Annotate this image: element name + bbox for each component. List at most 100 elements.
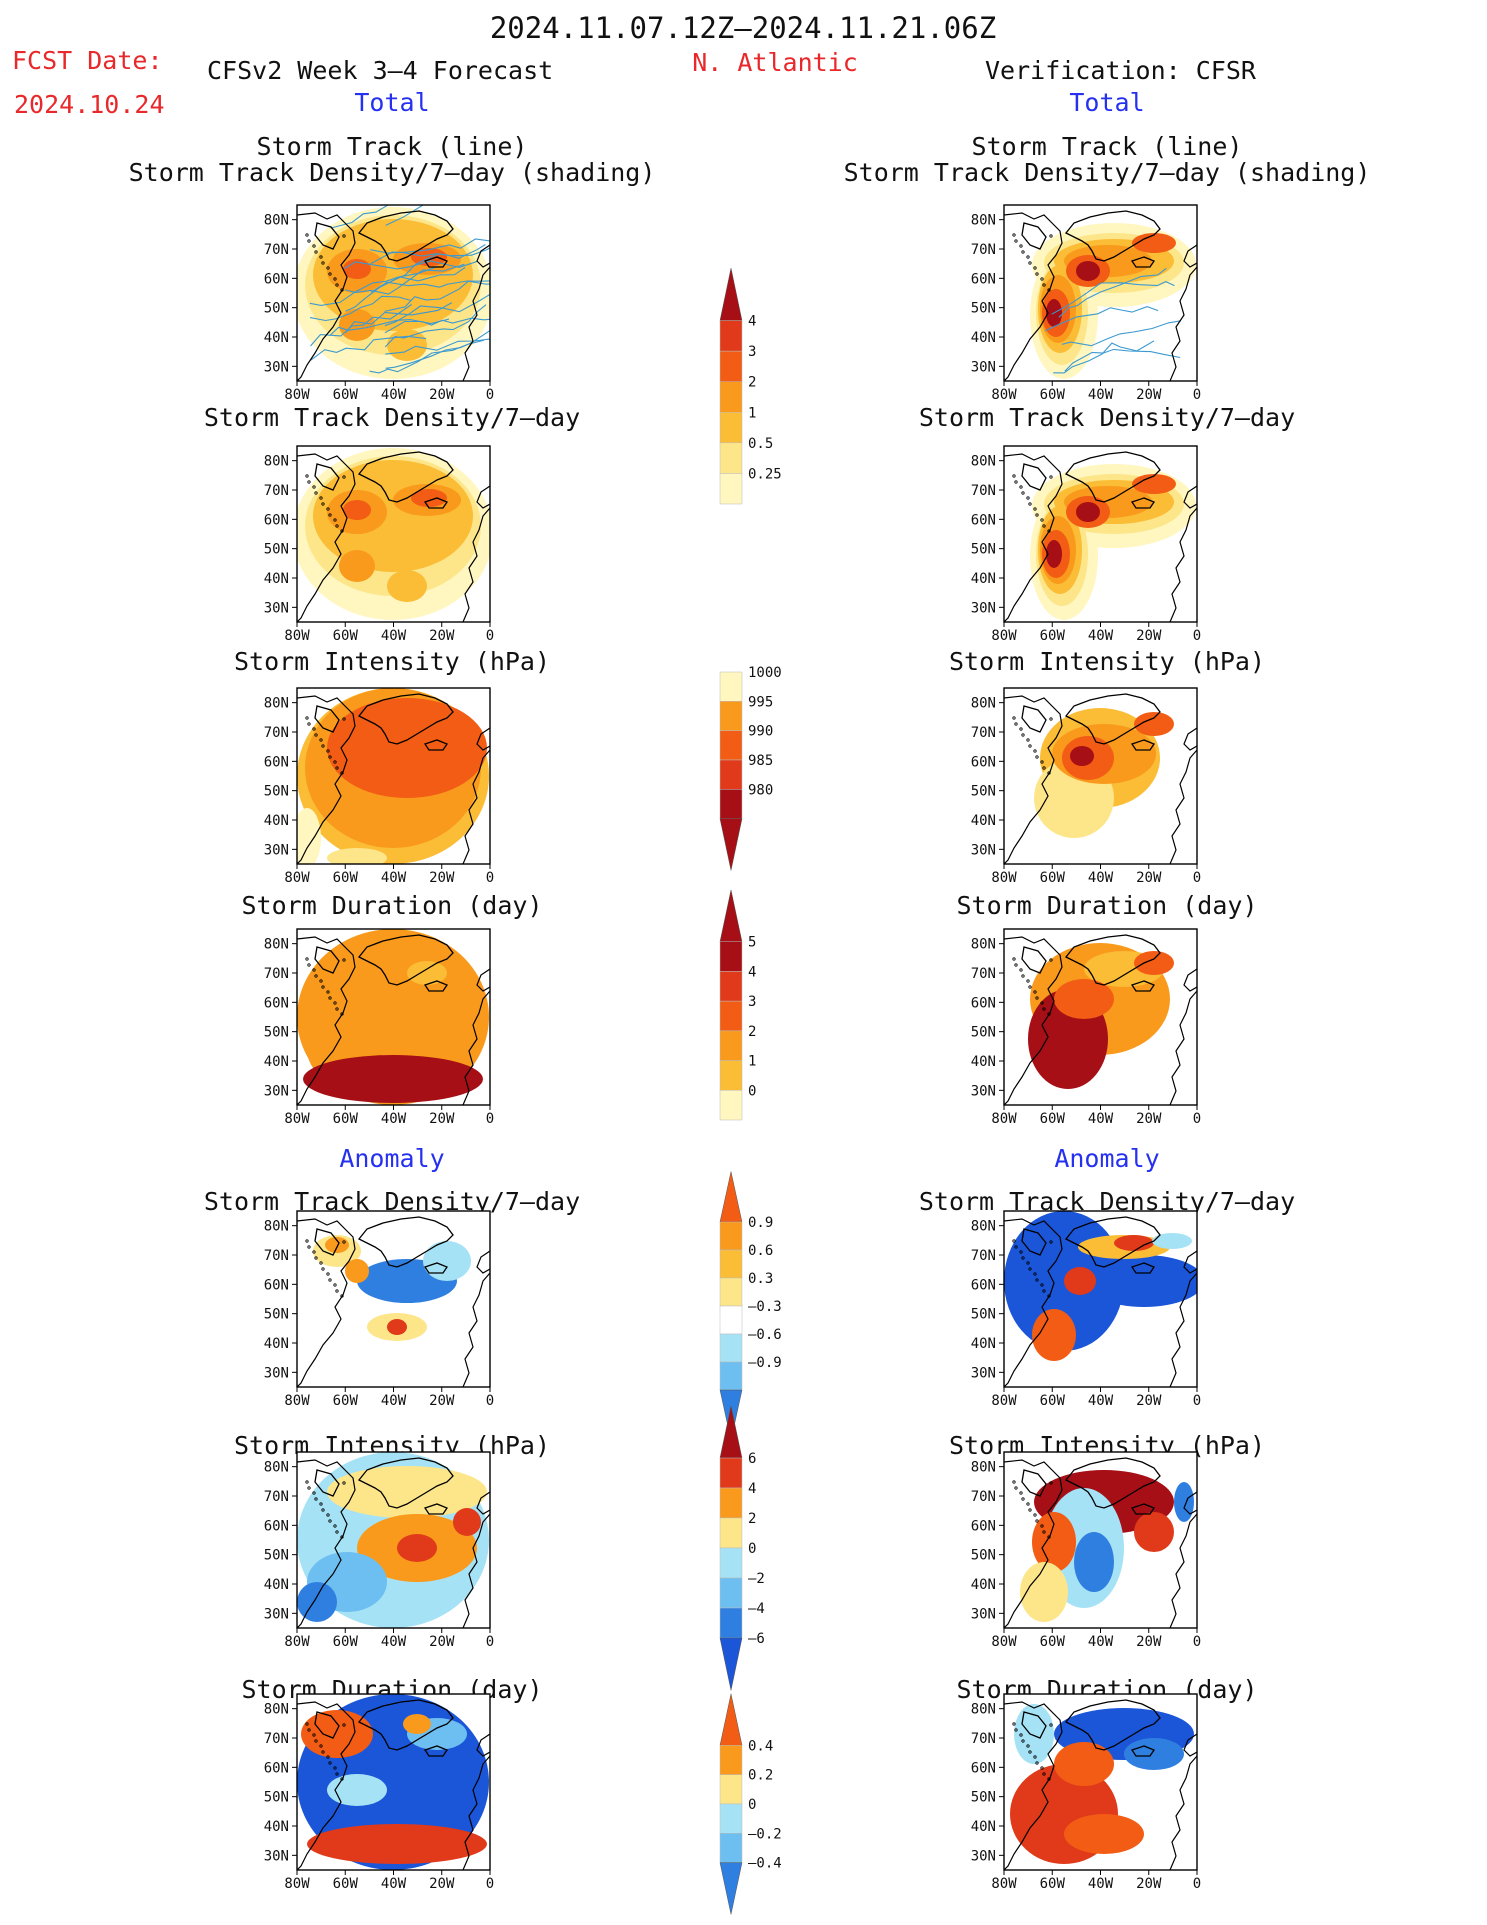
colorbar-swatch [719,789,743,819]
storm-track-line [345,302,453,333]
coastline [1004,1216,1197,1387]
lon-tick-label: 0 [1193,628,1201,644]
lon-tick-label: 20W [429,628,455,644]
storm-track-line [1045,306,1159,332]
lat-tick-label: 30N [971,359,996,375]
lat-tick-label: 60N [971,1518,996,1534]
coastline [297,693,490,864]
storm-track-line [1058,267,1167,318]
shading-region [423,1241,471,1281]
map-duration-verification: 80N 70N 60N 50N 40N 30N 80W 60W 40W 20W 0 [971,928,1201,1127]
colorbar-swatch [719,1803,743,1834]
coastline [297,1699,490,1870]
lon-tick-label: 0 [486,1111,494,1127]
lat-tick-label: 70N [971,1489,996,1505]
lat-tick-label: 50N [264,1548,289,1564]
lat-tick-label: 60N [971,1277,996,1293]
storm-track-line [310,304,412,347]
colorbar-swatch [719,1577,743,1609]
lat-tick-label: 70N [971,483,996,499]
colorbar-label: 0.5 [748,436,773,452]
map-plot: 80N 70N 60N 50N 40N 30N 80W 60W 40W 20W 0 [264,204,494,403]
storm-track-line [344,263,465,295]
lon-tick-label: 60W [333,870,359,886]
lon-tick-label: 80W [284,1634,310,1650]
storm-track-line [309,265,439,306]
colorbar-swatch [719,818,743,871]
duration-title-left: Storm Duration (day) [241,891,543,920]
lat-tick-label: 80N [971,1702,996,1718]
colorbar-swatch [719,350,743,382]
lat-tick-label: 50N [971,301,996,317]
lat-tick-label: 40N [971,571,996,587]
lon-tick-label: 40W [381,870,407,886]
total-right-label: Total [1069,88,1145,117]
map-anom-duration-forecast: 80N 70N 60N 50N 40N 30N 80W 60W 40W 20W 0 [264,1693,494,1892]
lon-tick-label: 60W [1040,387,1066,403]
map-plot: 80N 70N 60N 50N 40N 30N 80W 60W 40W 20W 0 [971,1693,1201,1892]
shading-region [1076,261,1100,281]
colorbar-label: 0.25 [748,466,782,482]
lat-tick-label: 60N [264,1277,289,1293]
map-plot: 80N 70N 60N 50N 40N 30N 80W 60W 40W 20W 0 [971,445,1201,644]
lat-tick-label: 50N [971,1548,996,1564]
colorbar-label: 0.6 [748,1243,773,1259]
anom-density-title-right: Storm Track Density/7–day [918,1187,1296,1216]
lat-tick-label: 50N [971,542,996,558]
colorbar-duration-anomaly: 0.4 0.2 0 –0.2 –0.4 [719,1688,800,1920]
storm-track-line [385,338,490,355]
colorbar-swatch [719,1305,743,1335]
shading-region [327,848,387,864]
lon-tick-label: 60W [1040,628,1066,644]
colorbar-swatch [719,1060,743,1091]
shading-region [301,1710,373,1758]
lon-tick-label: 0 [486,1393,494,1409]
duration-title-right: Storm Duration (day) [956,891,1258,920]
shading-region [453,1508,481,1536]
lon-tick-label: 80W [284,1876,310,1892]
lon-tick-label: 40W [381,1111,407,1127]
lat-tick-label: 80N [264,696,289,712]
coastline [297,1457,490,1628]
lat-tick-label: 70N [971,242,996,258]
colorbar-label: 5 [748,935,756,951]
lon-tick-label: 20W [1136,1111,1162,1127]
density-title-left: Storm Track Density/7–day [203,403,581,432]
shading-region [387,570,427,602]
lat-tick-label: 60N [971,754,996,770]
shading-region [1174,1482,1194,1522]
shading-region [411,248,447,266]
colorbar-label: –0.4 [748,1856,782,1872]
lon-tick-label: 0 [486,1634,494,1650]
colorbar-swatch [719,701,743,731]
shading-region [297,808,321,864]
shading-region [1134,1512,1174,1552]
lat-tick-label: 30N [971,1083,996,1099]
lon-tick-label: 40W [1088,1393,1114,1409]
map-intensity-forecast: 80N 70N 60N 50N 40N 30N 80W 60W 40W 20W 0 [264,687,494,886]
lon-tick-label: 0 [486,387,494,403]
map-anom-density-forecast: 80N 70N 60N 50N 40N 30N 80W 60W 40W 20W 0 [264,1210,494,1409]
colorbar-swatch [719,759,743,790]
colorbar-swatch [719,320,743,352]
lon-tick-label: 60W [1040,1393,1066,1409]
lat-tick-label: 40N [264,1054,289,1070]
storm-track-line [370,280,490,293]
map-track-verification: 80N 70N 60N 50N 40N 30N 80W 60W 40W 20W 0 [971,204,1201,403]
lat-tick-label: 60N [264,754,289,770]
colorbar-label: 4 [748,964,756,980]
fcst-date-value: 2024.10.24 [14,90,165,119]
storm-track-line [370,244,486,265]
lat-tick-label: 60N [264,512,289,528]
shading-region [1134,712,1174,736]
coastline [297,210,490,381]
lat-tick-label: 80N [971,213,996,229]
lat-tick-label: 70N [264,1731,289,1747]
colorbar-label: 0.3 [748,1271,773,1287]
map-intensity-verification: 80N 70N 60N 50N 40N 30N 80W 60W 40W 20W 0 [971,687,1201,886]
colorbar-swatch [719,1693,743,1746]
storm-track-line [384,293,490,327]
lat-tick-label: 30N [971,1848,996,1864]
intensity-title-right: Storm Intensity (hPa) [948,647,1266,676]
map-plot: 80N 70N 60N 50N 40N 30N 80W 60W 40W 20W 0 [264,1210,494,1409]
